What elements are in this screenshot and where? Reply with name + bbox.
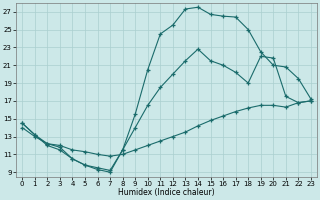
X-axis label: Humidex (Indice chaleur): Humidex (Indice chaleur) — [118, 188, 215, 197]
